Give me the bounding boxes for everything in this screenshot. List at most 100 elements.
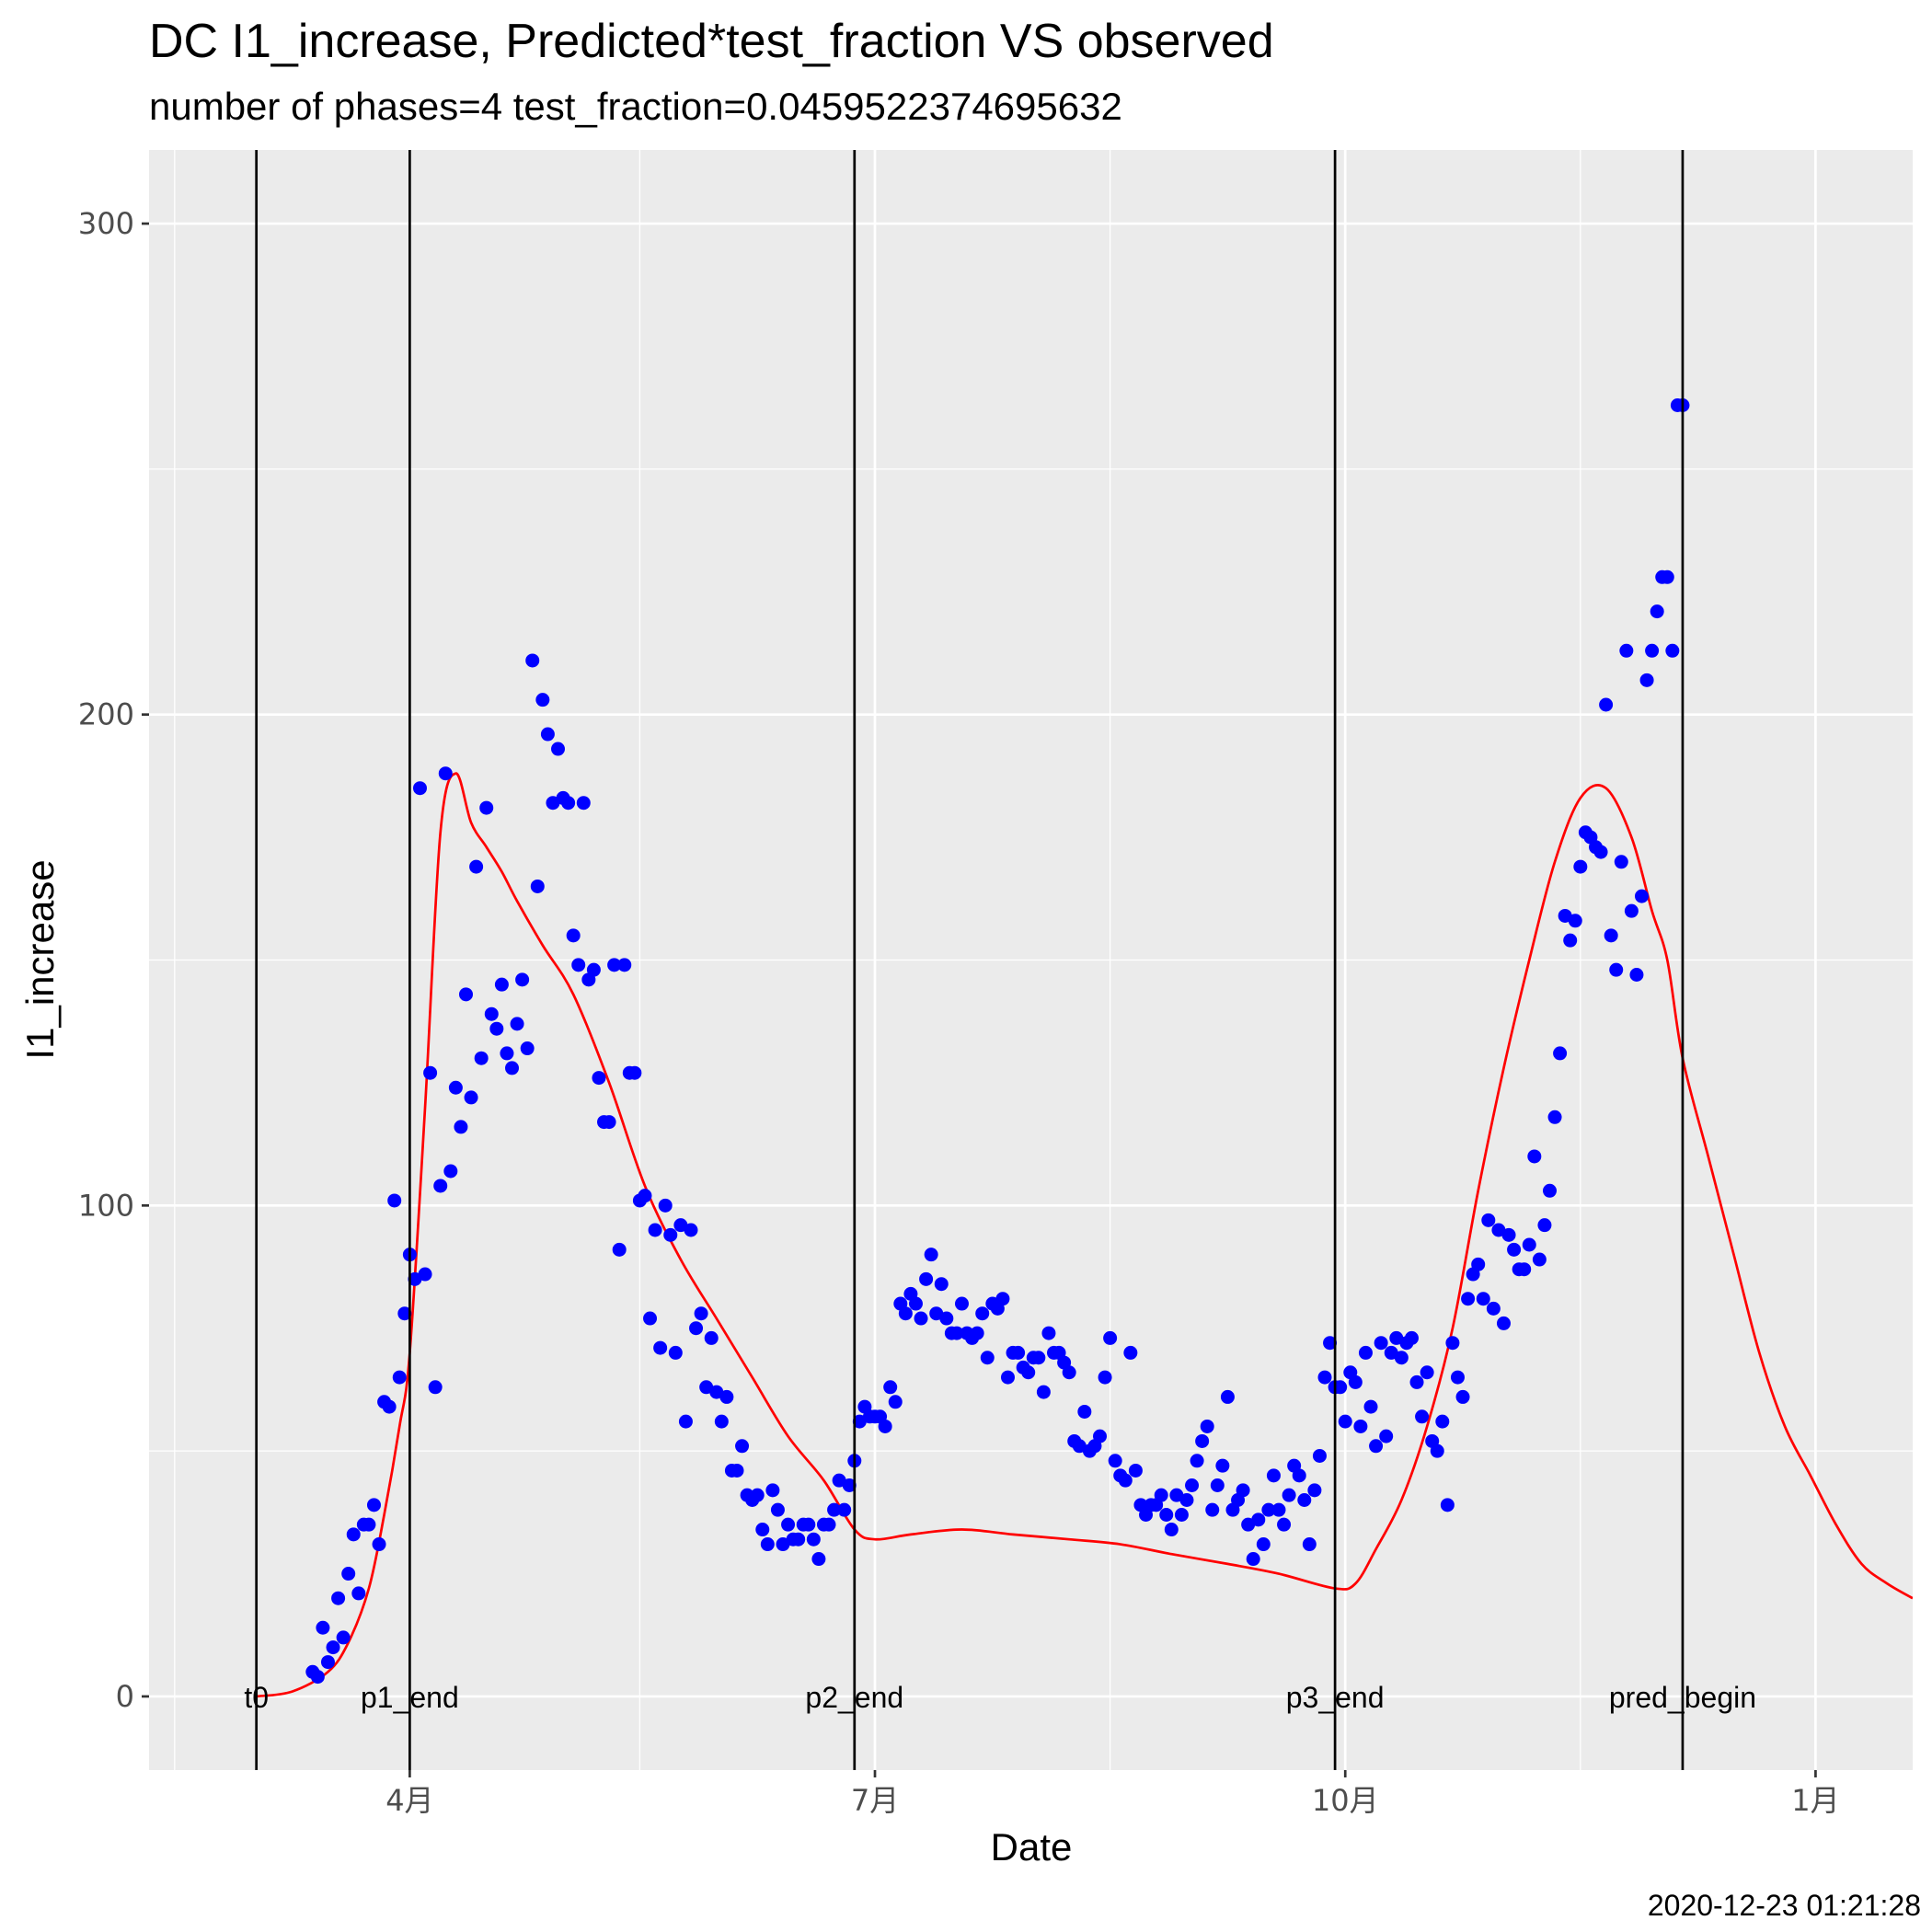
observed-point <box>474 1051 489 1065</box>
observed-point <box>1409 1374 1424 1389</box>
observed-point <box>1522 1237 1536 1252</box>
observed-point <box>1415 1409 1430 1424</box>
observed-point <box>1011 1345 1026 1360</box>
phase-line-label: p1_end <box>361 1681 459 1714</box>
observed-point <box>1404 1330 1419 1345</box>
phase-line-label: p3_end <box>1286 1681 1385 1714</box>
observed-point <box>970 1326 984 1340</box>
observed-point <box>1624 903 1639 918</box>
observed-point <box>832 1473 846 1488</box>
observed-point <box>1236 1483 1250 1498</box>
observed-point <box>602 1115 616 1130</box>
chart-title: DC I1_increase, Predicted*test_fraction … <box>149 15 1274 68</box>
observed-point <box>1179 1493 1194 1507</box>
observed-point <box>643 1311 658 1326</box>
observed-point <box>770 1502 785 1517</box>
observed-point <box>1614 855 1628 869</box>
observed-point <box>469 859 484 874</box>
observed-point <box>806 1532 821 1547</box>
observed-point <box>898 1306 913 1321</box>
observed-point <box>975 1306 990 1321</box>
observed-point <box>535 693 550 707</box>
observed-point <box>1128 1463 1143 1478</box>
observed-point <box>1220 1389 1235 1404</box>
observed-point <box>694 1306 708 1321</box>
chart-subtitle: number of phases=4 test_fraction=0.04595… <box>149 85 1122 128</box>
observed-point <box>1369 1439 1384 1454</box>
observed-point <box>822 1517 836 1532</box>
observed-point <box>1200 1419 1214 1433</box>
observed-point <box>852 1414 867 1429</box>
observed-point <box>551 742 566 756</box>
observed-point <box>1553 1046 1568 1061</box>
observed-point <box>1635 889 1650 903</box>
observed-point <box>1486 1301 1501 1316</box>
observed-point <box>1363 1399 1378 1414</box>
y-tick-label: 0 <box>116 1679 134 1714</box>
observed-point <box>1455 1389 1470 1404</box>
observed-point <box>438 766 453 781</box>
observed-point <box>1650 604 1664 619</box>
observed-point <box>423 1065 438 1080</box>
observed-point <box>658 1198 673 1213</box>
phase-line-label: t0 <box>244 1681 269 1714</box>
observed-point <box>484 1006 499 1021</box>
observed-point <box>546 796 560 811</box>
observed-point <box>561 796 576 811</box>
observed-points <box>305 397 1690 1685</box>
observed-point <box>1430 1443 1444 1458</box>
observed-point <box>1154 1488 1168 1502</box>
observed-point <box>459 987 474 1002</box>
observed-point <box>1379 1429 1394 1443</box>
observed-point <box>566 928 581 943</box>
observed-point <box>1031 1351 1046 1365</box>
observed-point <box>1496 1316 1511 1330</box>
observed-point <box>443 1164 458 1179</box>
observed-point <box>1277 1517 1292 1532</box>
observed-point <box>316 1620 330 1635</box>
observed-point <box>1639 673 1654 687</box>
observed-point <box>1604 928 1618 943</box>
x-axis: 4月 7月 10月 1月 <box>385 1770 1840 1818</box>
observed-point <box>1118 1473 1133 1488</box>
observed-point <box>1205 1502 1220 1517</box>
observed-point <box>883 1380 898 1395</box>
observed-point <box>464 1090 478 1105</box>
observed-point <box>1266 1468 1281 1483</box>
observed-point <box>1169 1488 1184 1502</box>
observed-point <box>709 1385 724 1399</box>
observed-point <box>412 781 427 796</box>
observed-point <box>735 1439 750 1454</box>
observed-point <box>1292 1468 1306 1483</box>
observed-point <box>1215 1458 1230 1473</box>
observed-point <box>908 1296 923 1311</box>
observed-point <box>827 1502 842 1517</box>
observed-point <box>1246 1552 1260 1567</box>
observed-point <box>919 1271 934 1286</box>
observed-point <box>914 1311 928 1326</box>
observed-point <box>1093 1429 1108 1443</box>
observed-point <box>980 1351 995 1365</box>
observed-point <box>571 958 586 972</box>
observed-point <box>1476 1292 1490 1306</box>
observed-point <box>1471 1257 1486 1271</box>
observed-point <box>760 1537 775 1552</box>
observed-point <box>500 1046 514 1061</box>
phase-line-label: p2_end <box>805 1681 903 1714</box>
observed-point <box>1609 962 1624 977</box>
observed-point <box>1062 1365 1076 1380</box>
observed-point <box>1440 1498 1455 1512</box>
observed-point <box>673 1218 688 1233</box>
observed-point <box>428 1380 443 1395</box>
observed-point <box>408 1271 422 1286</box>
observed-point <box>1333 1380 1348 1395</box>
y-axis-title: I1_increase <box>18 859 62 1059</box>
observed-point <box>540 727 555 742</box>
observed-point <box>689 1321 704 1336</box>
observed-point <box>1256 1537 1271 1552</box>
observed-point <box>1527 1149 1542 1164</box>
observed-point <box>1491 1223 1506 1237</box>
observed-point <box>1241 1517 1256 1532</box>
observed-point <box>1282 1488 1296 1502</box>
